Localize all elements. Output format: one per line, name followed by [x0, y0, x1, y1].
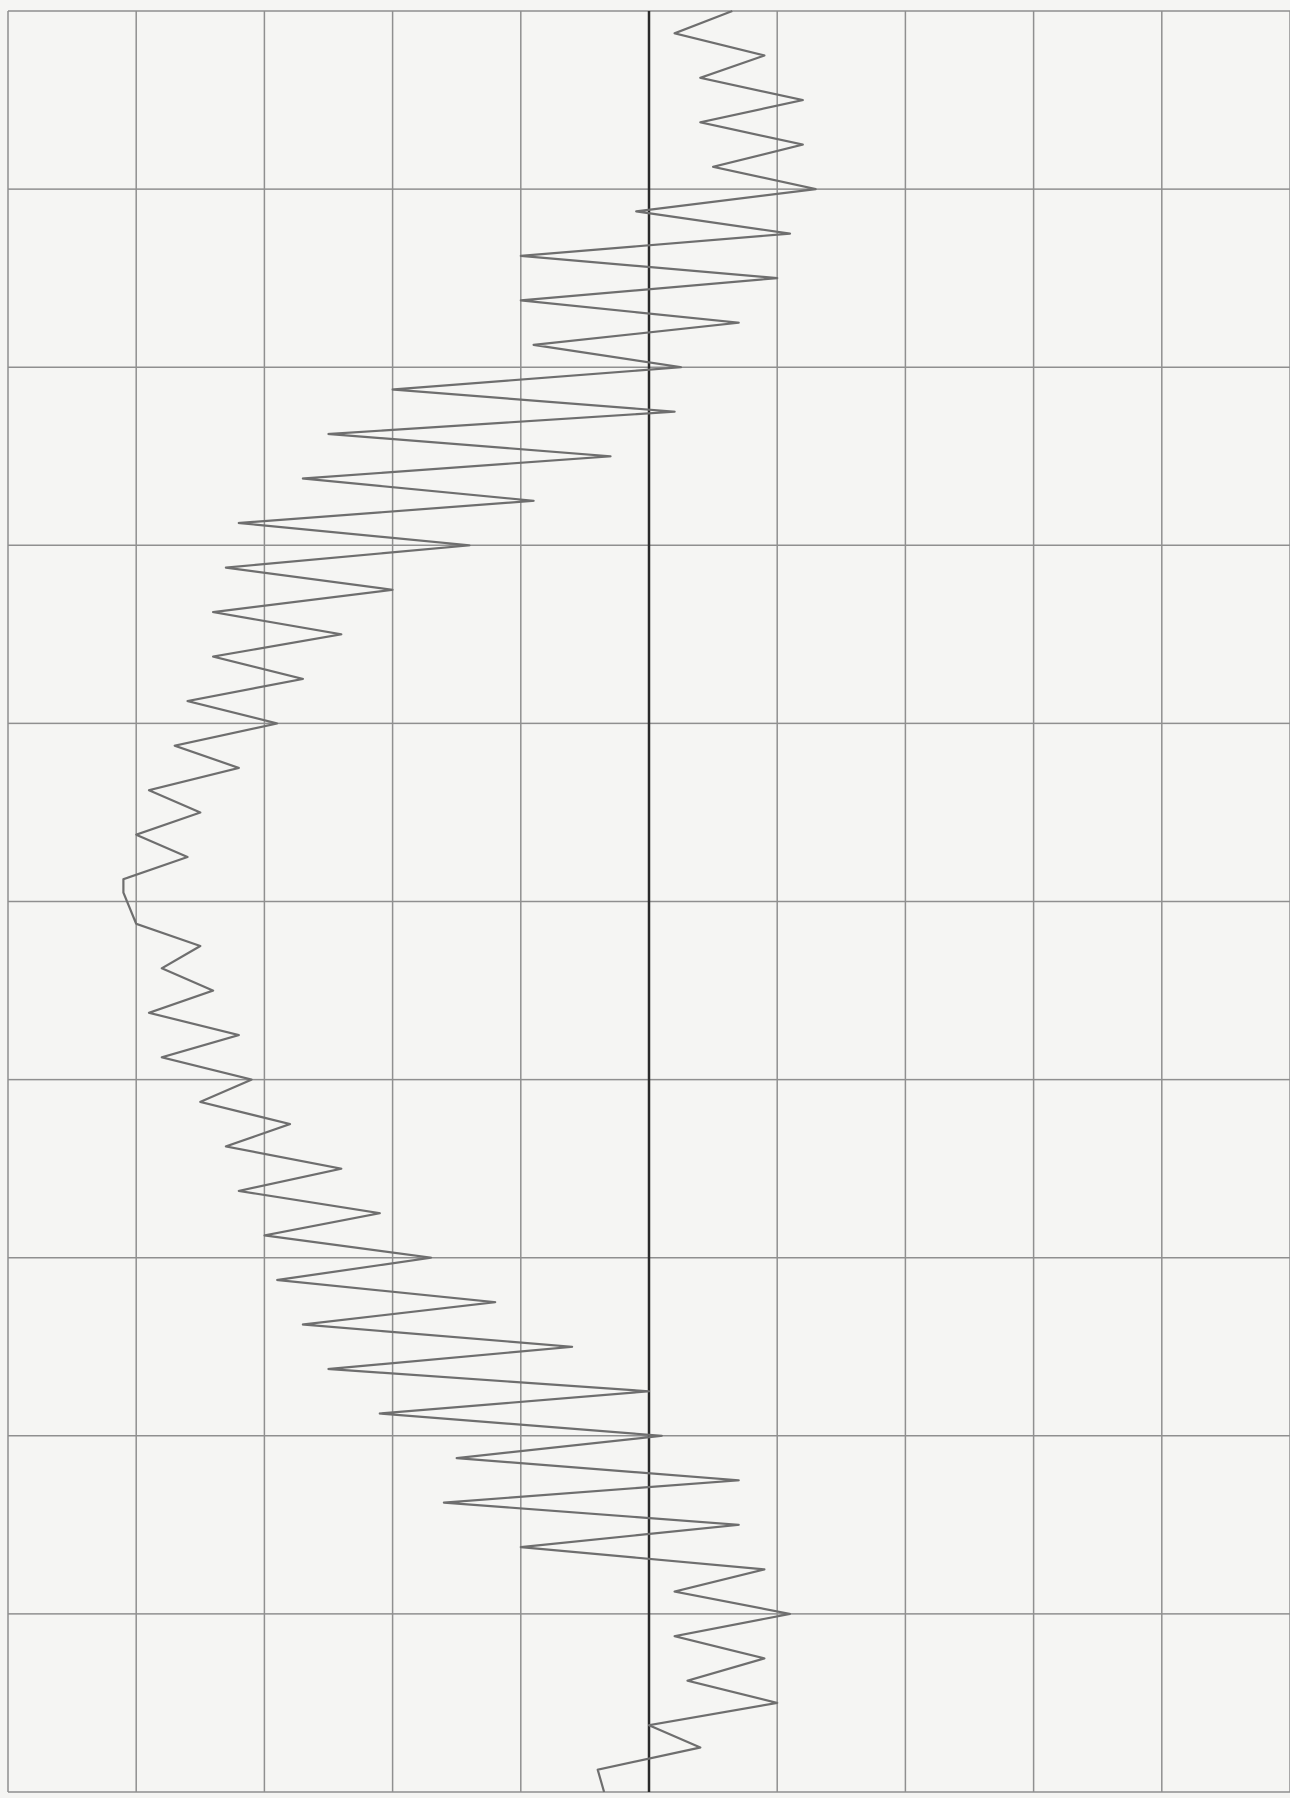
- trace: [122, 9, 817, 1793]
